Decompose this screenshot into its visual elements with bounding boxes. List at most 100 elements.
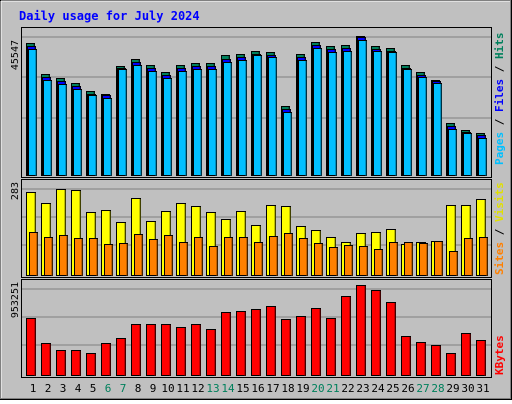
bar-pages-day-17 <box>268 57 277 176</box>
bar-kbytes-day-9 <box>146 324 156 376</box>
bar-kbytes-day-6 <box>101 343 111 376</box>
bar-kbytes-day-25 <box>386 302 396 376</box>
x-tick-label: 15 <box>236 382 249 395</box>
bar-sites-day-25 <box>389 242 398 276</box>
bar-kbytes-day-5 <box>86 353 96 376</box>
bar-kbytes-day-30 <box>461 333 471 376</box>
bar-sites-day-1 <box>29 232 38 276</box>
legend-sep-1: / <box>493 112 506 132</box>
x-tick-label: 26 <box>401 382 414 395</box>
bar-sites-day-21 <box>329 247 338 276</box>
bar-pages-day-6 <box>103 98 112 176</box>
bar-kbytes-day-15 <box>236 311 246 376</box>
x-tick-label: 8 <box>135 382 142 395</box>
bar-kbytes-day-18 <box>281 319 291 376</box>
bar-kbytes-day-2 <box>41 343 51 376</box>
panel-kbytes-frame <box>21 279 492 378</box>
bar-sites-day-4 <box>74 238 83 276</box>
x-tick-label: 22 <box>341 382 354 395</box>
bar-kbytes-day-10 <box>161 324 171 376</box>
bar-kbytes-day-7 <box>116 338 126 376</box>
x-tick-label: 31 <box>476 382 489 395</box>
legend-visits: Visits <box>493 182 506 222</box>
x-tick-label: 18 <box>281 382 294 395</box>
x-tick-label: 24 <box>371 382 385 395</box>
bar-sites-day-13 <box>209 246 218 276</box>
x-tick-label: 14 <box>221 382 235 395</box>
x-tick-label: 28 <box>431 382 444 395</box>
bar-pages-day-9 <box>148 71 157 176</box>
panel-requests-frame <box>21 27 492 178</box>
legend-kbytes: KBytes <box>493 335 506 375</box>
bar-sites-day-23 <box>359 246 368 276</box>
bar-kbytes-day-29 <box>446 353 456 376</box>
bar-pages-day-16 <box>253 55 262 176</box>
bar-kbytes-day-8 <box>131 324 141 376</box>
bar-sites-day-16 <box>254 242 263 276</box>
x-tick-label: 5 <box>90 382 97 395</box>
bar-sites-day-6 <box>104 244 113 276</box>
bar-sites-day-8 <box>134 234 143 276</box>
bar-pages-day-31 <box>478 138 487 176</box>
x-tick-label: 21 <box>326 382 339 395</box>
x-axis-day-labels: 1 2 3 4 5 6 7 8 9 10 11 12 13 14 15 16 17 18 19 20 21 22 23 24 2… <box>30 382 490 395</box>
bar-pages-day-13 <box>208 69 217 176</box>
bar-pages-day-30 <box>463 133 472 176</box>
bar-kbytes-day-16 <box>251 309 261 376</box>
bar-sites-day-7 <box>119 243 128 276</box>
bar-pages-day-4 <box>73 89 82 176</box>
x-tick-label: 27 <box>416 382 429 395</box>
x-tick-label: 3 <box>60 382 67 395</box>
bar-pages-day-27 <box>418 77 427 176</box>
bar-pages-day-14 <box>223 62 232 176</box>
bar-kbytes-day-3 <box>56 350 66 376</box>
bar-sites-day-15 <box>239 237 248 276</box>
bar-pages-day-23 <box>358 40 367 176</box>
bar-pages-day-29 <box>448 129 457 176</box>
bar-kbytes-day-20 <box>311 308 321 376</box>
bar-sites-day-28 <box>434 241 443 276</box>
bar-pages-day-1 <box>28 49 37 176</box>
bar-sites-day-30 <box>464 238 473 276</box>
bar-pages-day-20 <box>313 48 322 176</box>
bar-sites-day-3 <box>59 235 68 276</box>
x-tick-label: 20 <box>311 382 324 395</box>
bar-kbytes-day-23 <box>356 285 366 376</box>
legend-pages: Pages <box>493 132 506 165</box>
bar-pages-day-3 <box>58 84 67 176</box>
x-tick-label: 23 <box>356 382 369 395</box>
bar-sites-day-19 <box>299 238 308 276</box>
bar-kbytes-day-22 <box>341 296 351 376</box>
legend-sites: Sites <box>493 242 506 275</box>
bar-sites-day-2 <box>44 237 53 276</box>
bar-kbytes-day-31 <box>476 340 486 376</box>
bar-pages-day-2 <box>43 80 52 176</box>
axis-max-visits: 283 <box>10 182 21 200</box>
x-tick-label: 11 <box>176 382 189 395</box>
bar-pages-day-12 <box>193 69 202 176</box>
x-tick-label: 12 <box>191 382 204 395</box>
bar-kbytes-day-17 <box>266 306 276 376</box>
x-tick-label: 2 <box>45 382 52 395</box>
x-tick-label: 29 <box>446 382 459 395</box>
x-tick-label: 25 <box>386 382 399 395</box>
bar-sites-day-12 <box>194 237 203 276</box>
panel-visitors-frame <box>21 179 492 278</box>
bar-pages-day-15 <box>238 60 247 176</box>
bar-sites-day-22 <box>344 245 353 276</box>
bar-pages-day-7 <box>118 69 127 176</box>
x-tick-label: 17 <box>266 382 279 395</box>
bar-kbytes-day-11 <box>176 327 186 376</box>
legend-sep-2: / <box>493 59 506 79</box>
bar-pages-day-8 <box>133 65 142 176</box>
bar-pages-day-18 <box>283 112 292 176</box>
bar-sites-day-24 <box>374 249 383 276</box>
bar-sites-day-9 <box>149 239 158 276</box>
bar-pages-day-11 <box>178 71 187 176</box>
bar-kbytes-day-13 <box>206 329 216 376</box>
legend-files: Files <box>493 79 506 112</box>
axis-max-kbytes: 953251 <box>10 282 21 318</box>
bar-pages-day-24 <box>373 51 382 176</box>
